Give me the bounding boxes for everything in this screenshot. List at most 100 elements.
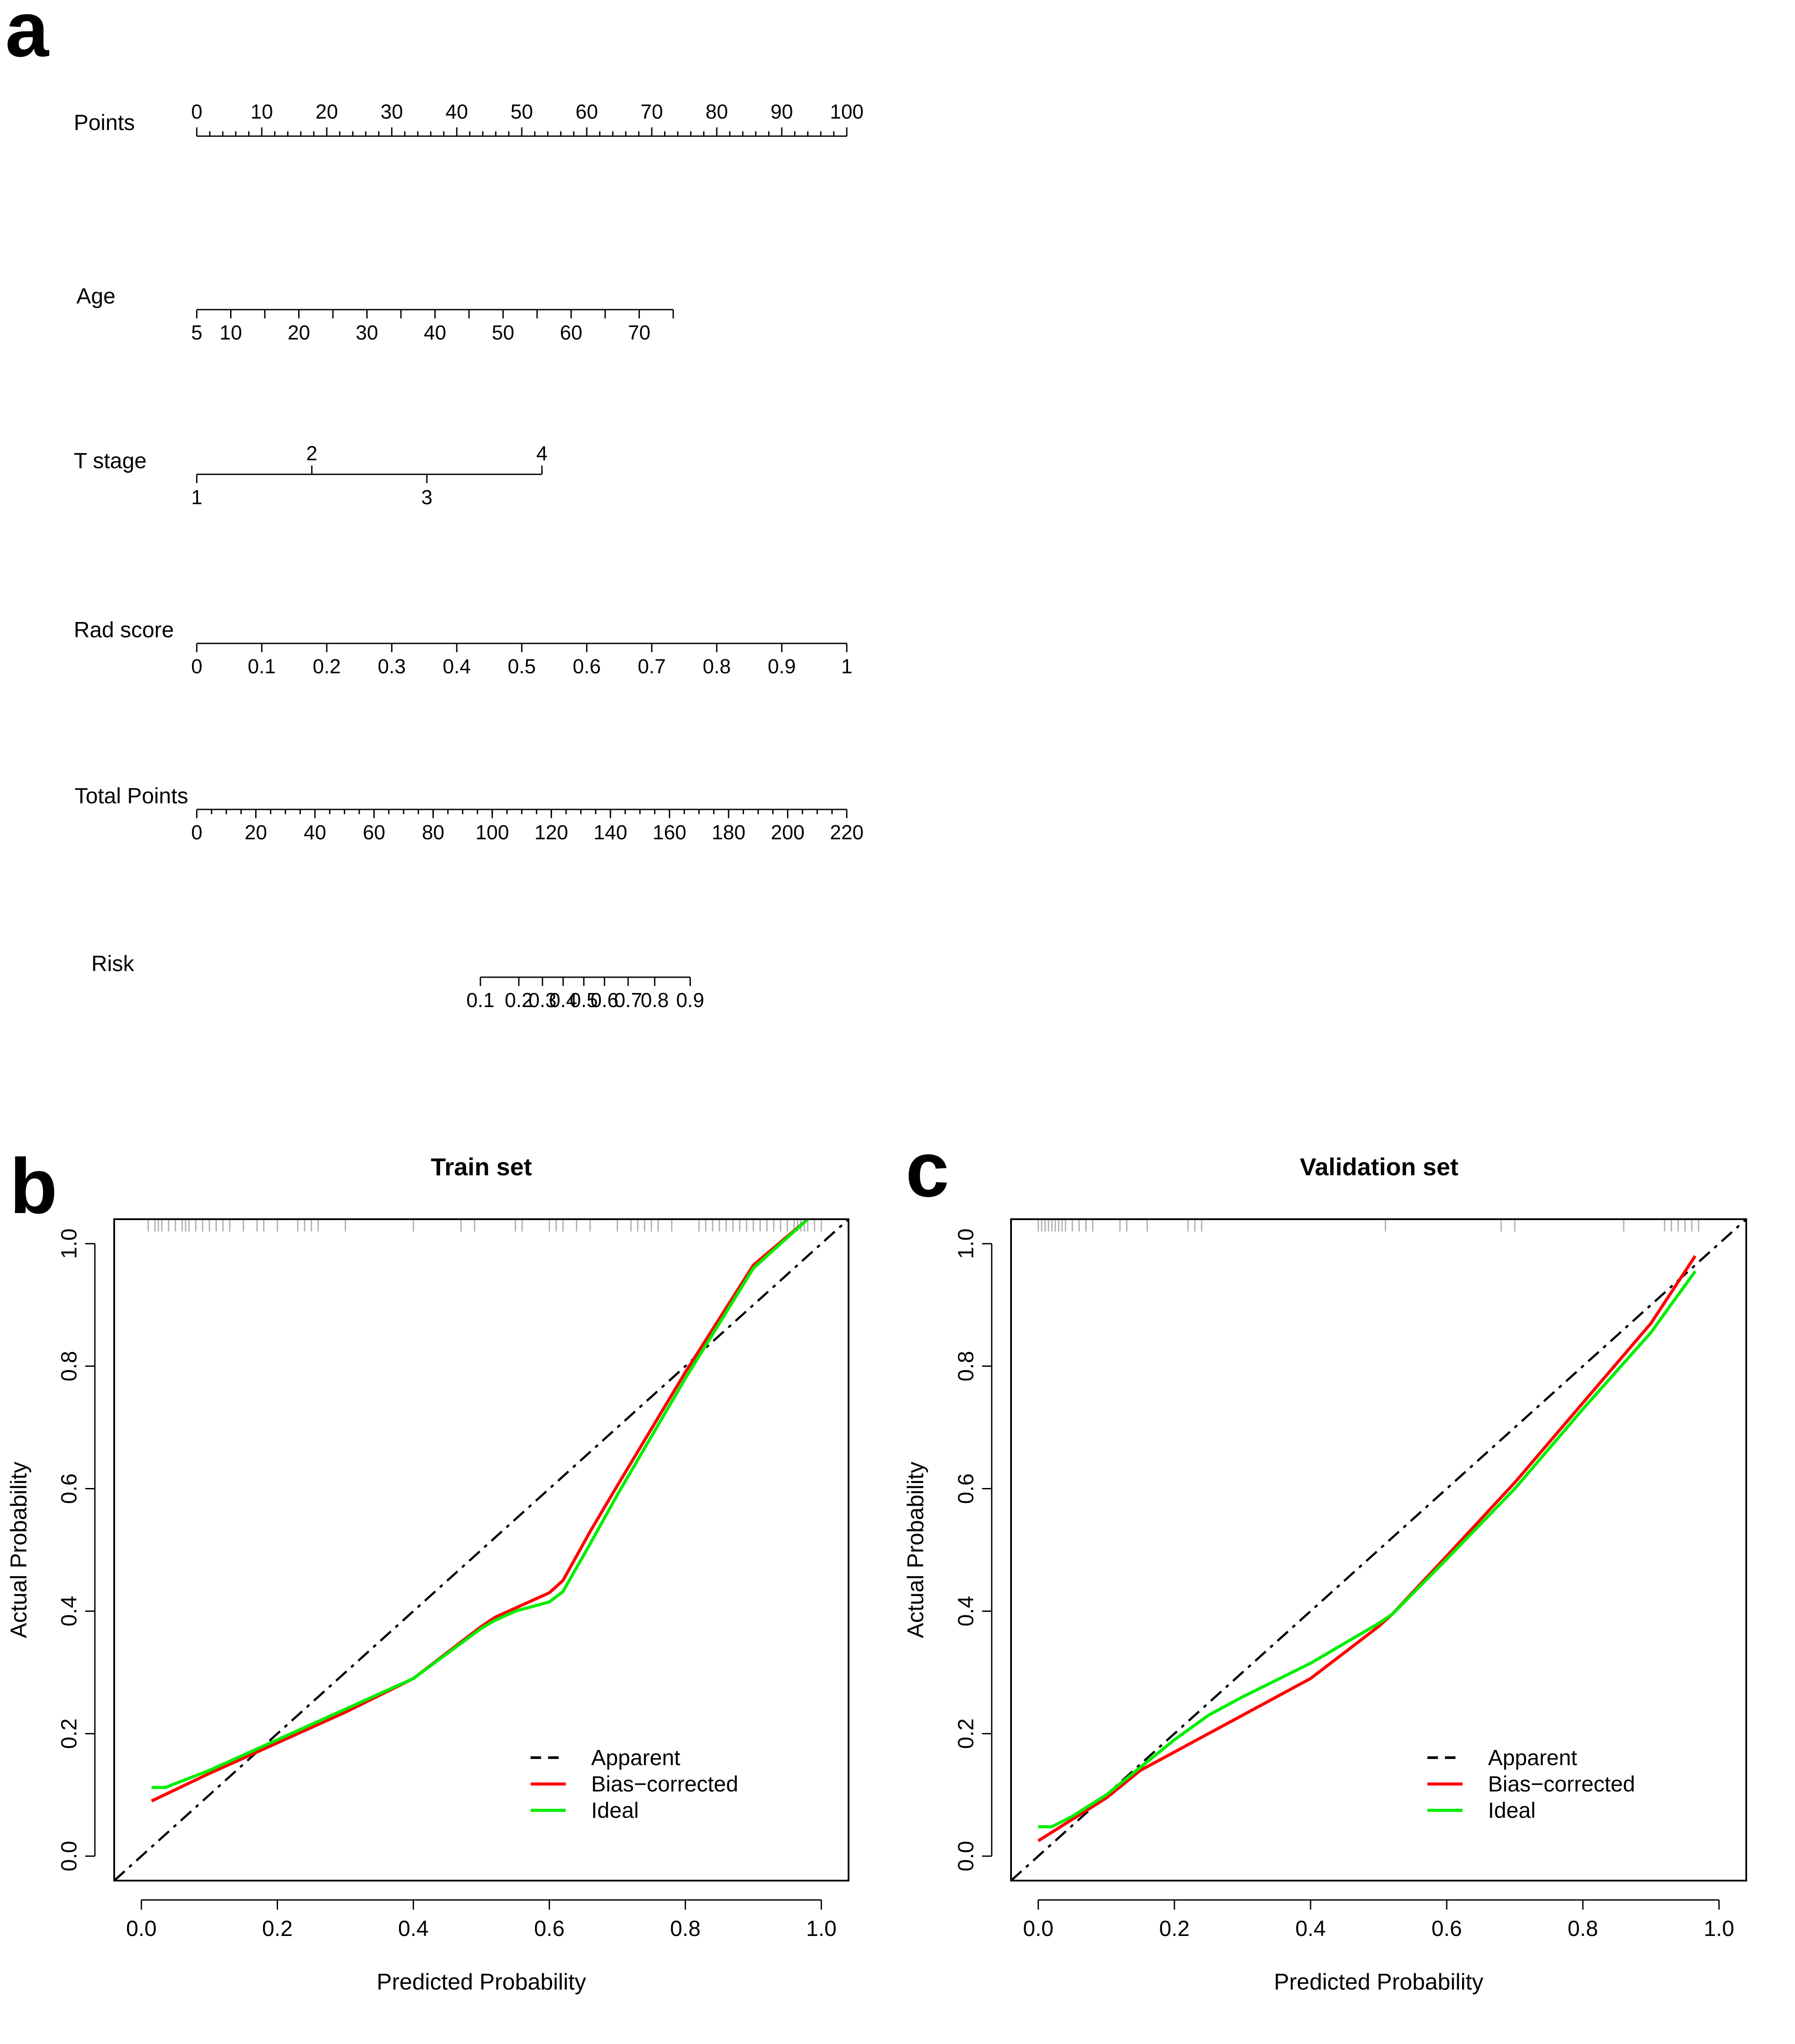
- y-tick-label-b: 1.0: [57, 1228, 81, 1259]
- legend-label-ideal: Ideal: [1488, 1798, 1535, 1823]
- tick-label-total-points: 20: [245, 821, 267, 844]
- tick-label-risk: 0.9: [676, 989, 704, 1011]
- tick-label-points: 30: [380, 100, 403, 123]
- tick-label-rad-score: 0: [191, 655, 202, 678]
- y-tick-label-b: 0.2: [57, 1719, 81, 1749]
- y-tick-label-c: 0.6: [953, 1473, 978, 1504]
- row-label-points: Points: [74, 110, 135, 135]
- tick-label-rad-score: 0.6: [573, 655, 601, 678]
- legend-label-apparent: Apparent: [1488, 1745, 1577, 1770]
- tick-label-age: 70: [628, 321, 650, 344]
- tick-label-total-points: 100: [475, 821, 509, 844]
- tick-label-age: 60: [560, 321, 582, 344]
- series-line-bias-corrected: [1037, 1255, 1697, 1842]
- tick-label-rad-score: 0.2: [313, 655, 341, 678]
- tick-label-points: 40: [445, 100, 468, 123]
- tick-label-rad-score: 0.5: [508, 655, 536, 678]
- tick-label-rad-score: 0.1: [248, 655, 276, 678]
- tick-label-t-stage: 2: [306, 442, 318, 465]
- tick-label-age: 5: [191, 321, 202, 344]
- legend-label-bias-corrected: Bias−corrected: [1488, 1772, 1635, 1796]
- tick-label-total-points: 0: [191, 821, 202, 844]
- plot-frame-c: [1010, 1218, 1747, 1881]
- tick-label-risk: 0.5: [570, 989, 598, 1011]
- tick-label-rad-score: 0.3: [378, 655, 406, 678]
- row-label-age: Age: [76, 284, 116, 308]
- panel-letter-b: b: [10, 1142, 58, 1230]
- x-tick-label-b: 0.8: [670, 1916, 701, 1941]
- tick-label-risk: 0.1: [466, 989, 495, 1011]
- tick-label-rad-score: 0.7: [638, 655, 666, 678]
- row-label-risk: Risk: [91, 951, 134, 976]
- tick-label-total-points: 180: [712, 821, 746, 844]
- legend-label-apparent: Apparent: [591, 1745, 680, 1770]
- y-tick-label-c: 0.2: [953, 1719, 978, 1749]
- tick-label-rad-score: 0.4: [443, 655, 471, 678]
- plot-title-c: Validation set: [1300, 1153, 1459, 1181]
- x-tick-label-b: 1.0: [806, 1916, 837, 1941]
- tick-label-points: 60: [575, 100, 598, 123]
- x-axis-label-c: Predicted Probability: [1274, 1969, 1484, 1995]
- series-line-ideal: [1038, 1270, 1697, 1828]
- x-tick-label-b: 0.6: [534, 1916, 565, 1941]
- tick-label-risk: 0.6: [590, 989, 618, 1011]
- tick-label-points: 50: [510, 100, 533, 123]
- y-tick-label-b: 0.8: [57, 1351, 81, 1382]
- x-axis-label-b: Predicted Probability: [377, 1969, 586, 1995]
- tick-label-total-points: 120: [535, 821, 568, 844]
- y-tick-label-b: 0.0: [57, 1841, 81, 1871]
- tick-label-points: 100: [830, 100, 864, 123]
- plot-frame-b: [113, 1218, 849, 1881]
- tick-label-total-points: 140: [593, 821, 627, 844]
- y-axis-label-b: Actual Probability: [6, 1462, 32, 1638]
- tick-label-age: 20: [288, 321, 310, 344]
- tick-label-points: 80: [705, 100, 728, 123]
- tick-label-rad-score: 0.9: [768, 655, 796, 678]
- tick-label-rad-score: 0.8: [703, 655, 731, 678]
- tick-label-t-stage: 1: [191, 486, 202, 509]
- x-tick-label-b: 0.2: [262, 1916, 293, 1941]
- x-tick-label-c: 0.2: [1159, 1916, 1190, 1941]
- series-line-ideal: [152, 1219, 809, 1789]
- tick-label-total-points: 220: [830, 821, 864, 844]
- tick-label-age: 10: [220, 321, 242, 344]
- tick-label-total-points: 200: [771, 821, 805, 844]
- x-tick-label-c: 0.8: [1567, 1916, 1598, 1941]
- series-group-c: [1011, 1219, 1746, 1881]
- y-tick-label-c: 0.4: [953, 1596, 978, 1627]
- y-tick-label-c: 1.0: [953, 1228, 978, 1259]
- series-line-bias-corrected: [151, 1219, 809, 1802]
- y-axis-label-c: Actual Probability: [903, 1462, 928, 1638]
- tick-label-rad-score: 1: [841, 655, 852, 678]
- x-tick-label-c: 0.6: [1431, 1916, 1462, 1941]
- tick-label-total-points: 80: [422, 821, 444, 844]
- calibration-plot-validation: Validation set 0.0 0.2 0.4 0.6 0.8 1.0 Predicte…: [903, 1153, 1747, 1995]
- x-tick-label-c: 0.0: [1023, 1916, 1054, 1941]
- tick-label-points: 0: [191, 100, 202, 123]
- calibration-plot-train: Train set 0.0 0.2 0.4 0.6 0.8 1.0 Predicted Pro…: [6, 1153, 849, 1995]
- y-tick-label-b: 0.6: [57, 1473, 81, 1504]
- tick-label-risk: 0.8: [641, 989, 669, 1011]
- tick-label-risk: 0.4: [549, 989, 577, 1011]
- panel-letter-c: c: [906, 1126, 949, 1213]
- row-label-total-points: Total Points: [75, 784, 188, 808]
- row-label-rad-score: Rad score: [74, 618, 174, 642]
- tick-label-t-stage: 4: [536, 442, 548, 465]
- tick-label-points: 90: [770, 100, 793, 123]
- tick-label-age: 40: [424, 321, 446, 344]
- series-line-apparent: [114, 1219, 849, 1881]
- tick-label-points: 10: [250, 100, 273, 123]
- tick-label-risk: 0.7: [614, 989, 642, 1011]
- x-tick-label-b: 0.4: [398, 1916, 429, 1941]
- tick-label-risk: 0.2: [505, 989, 533, 1011]
- x-tick-label-b: 0.0: [126, 1916, 157, 1941]
- y-tick-label-b: 0.4: [57, 1596, 81, 1627]
- tick-label-risk: 0.3: [528, 989, 556, 1011]
- tick-label-points: 20: [315, 100, 338, 123]
- x-tick-label-c: 0.4: [1295, 1916, 1326, 1941]
- panel-letter-a: a: [5, 0, 50, 73]
- tick-label-total-points: 160: [653, 821, 686, 844]
- y-tick-label-c: 0.0: [953, 1841, 978, 1871]
